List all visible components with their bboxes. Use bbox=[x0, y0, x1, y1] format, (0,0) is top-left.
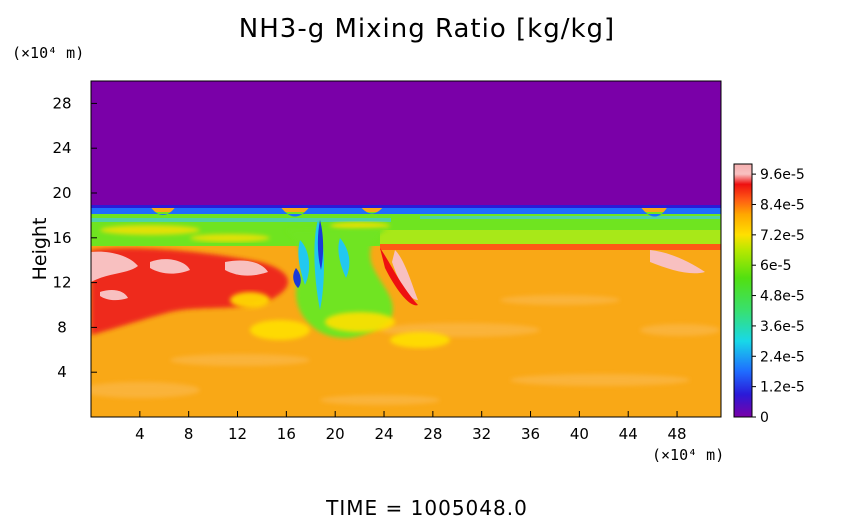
x-tick-label: 40 bbox=[570, 425, 589, 443]
colorbar-tick-label: 2.4e-5 bbox=[760, 349, 805, 365]
x-tick-label: 28 bbox=[423, 425, 442, 443]
x-axis-unit: (×10⁴ m) bbox=[652, 446, 725, 464]
y-tick-label: 16 bbox=[52, 229, 71, 247]
colorbar-tick-label: 0 bbox=[760, 410, 769, 426]
upper-layer bbox=[91, 81, 721, 205]
y-tick-label: 24 bbox=[52, 139, 71, 157]
column-yellow-swirls bbox=[230, 292, 450, 348]
chart-title: NH3-g Mixing Ratio [kg/kg] bbox=[238, 14, 616, 44]
x-tick-label: 20 bbox=[326, 425, 345, 443]
left-pink-patches bbox=[91, 251, 268, 301]
x-ticks: 4 8 12 16 20 24 28 32 36 40 44 48 bbox=[135, 411, 687, 443]
column-pink-patches bbox=[392, 250, 705, 300]
time-readout: TIME = 1005048.0 bbox=[326, 496, 528, 520]
y-tick-label: 20 bbox=[52, 184, 71, 202]
boundary-blue-edge bbox=[91, 206, 721, 217]
colorbar-tick-label: 9.6e-5 bbox=[760, 167, 805, 183]
colorbar bbox=[733, 163, 753, 418]
colorbar-tick-label: 4.8e-5 bbox=[760, 289, 805, 305]
band-red-edge bbox=[380, 244, 721, 250]
x-tick-label: 24 bbox=[374, 425, 393, 443]
y-ticks: 4 8 12 16 20 24 28 bbox=[52, 94, 97, 381]
column-red-streak bbox=[380, 248, 418, 306]
band-blue-streaks bbox=[91, 216, 720, 222]
y-tick-label: 4 bbox=[57, 363, 67, 381]
colorbar-ticks: 0 1.2e-5 2.4e-5 3.6e-5 4.8e-5 6e-5 7.2e-5 8.4e-… bbox=[752, 167, 805, 426]
x-tick-label: 48 bbox=[667, 425, 686, 443]
lower-swirls bbox=[91, 295, 720, 405]
y-axis-unit: (×10⁴ m) bbox=[12, 44, 85, 62]
colorbar-tick-label: 8.4e-5 bbox=[760, 197, 805, 213]
x-tick-label: 44 bbox=[619, 425, 638, 443]
y-tick-label: 8 bbox=[57, 318, 67, 336]
x-tick-label: 16 bbox=[277, 425, 296, 443]
x-tick-label: 32 bbox=[472, 425, 491, 443]
band-yellow-streaks bbox=[100, 222, 390, 242]
colorbar-tick-label: 6e-5 bbox=[760, 258, 791, 274]
x-tick-label: 12 bbox=[228, 425, 247, 443]
plot-frame bbox=[90, 80, 722, 418]
y-tick-label: 12 bbox=[52, 274, 71, 292]
colorbar-tick-label: 7.2e-5 bbox=[760, 228, 805, 244]
x-tick-label: 4 bbox=[135, 425, 145, 443]
field-layer bbox=[91, 81, 721, 417]
mixing-band-lower-edge bbox=[380, 230, 721, 244]
column-cyan-plumes bbox=[298, 220, 350, 310]
column-blue-plumes bbox=[293, 220, 324, 288]
colorbar-tick-label: 3.6e-5 bbox=[760, 319, 805, 335]
x-tick-label: 8 bbox=[184, 425, 194, 443]
colorbar-tick-label: 1.2e-5 bbox=[760, 380, 805, 396]
y-tick-label: 28 bbox=[52, 94, 71, 112]
turbulent-column bbox=[285, 228, 393, 339]
x-tick-label: 36 bbox=[521, 425, 540, 443]
